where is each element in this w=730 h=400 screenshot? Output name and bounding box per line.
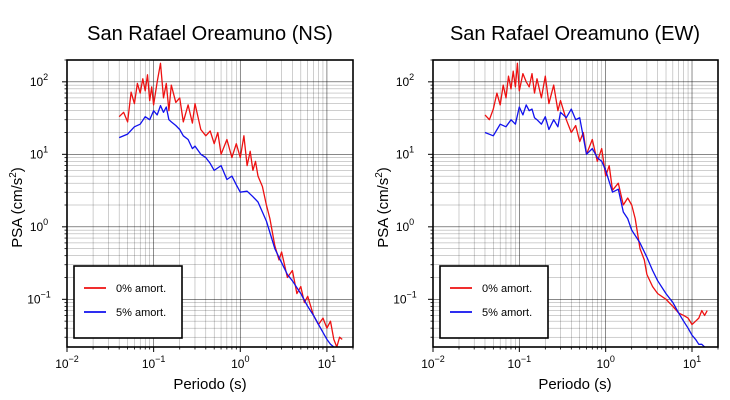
y-axis-label: PSA (cm/s2) bbox=[8, 167, 26, 248]
series-line-red bbox=[484, 62, 708, 326]
plot-frame bbox=[432, 59, 719, 348]
legend-label: 5% amort. bbox=[482, 307, 532, 319]
chart-panel-1: 10−2 10−1 100 101 10−1 100 101 102 San Rafael Or… bbox=[8, 23, 354, 393]
y-tick-label: 100 bbox=[396, 217, 414, 234]
series-group bbox=[484, 62, 708, 347]
series-line-blue bbox=[118, 104, 335, 347]
chart-title: San Rafael Oreamuno (EW) bbox=[450, 23, 700, 45]
legend: 0% amort. 5% amort. bbox=[439, 265, 549, 339]
y-tick-label: 102 bbox=[30, 72, 48, 89]
x-tick-label: 10−2 bbox=[55, 354, 79, 371]
y-tick-label: 100 bbox=[30, 217, 48, 234]
legend-box bbox=[439, 265, 549, 339]
x-tick-label: 101 bbox=[683, 354, 701, 371]
legend: 0% amort. 5% amort. bbox=[73, 265, 183, 339]
y-tick-label: 10−1 bbox=[27, 289, 51, 306]
plot-frame bbox=[66, 59, 354, 348]
x-tick-label: 100 bbox=[231, 354, 249, 371]
chart-title: San Rafael Oreamuno (NS) bbox=[87, 23, 333, 45]
x-tick-label: 100 bbox=[596, 354, 614, 371]
x-tick-label: 10−2 bbox=[421, 354, 445, 371]
series-group bbox=[118, 62, 343, 347]
y-axis-label: PSA (cm/s2) bbox=[374, 167, 392, 248]
x-tick-label: 101 bbox=[318, 354, 336, 371]
grid bbox=[67, 60, 353, 347]
legend-box bbox=[73, 265, 183, 339]
y-tick-label: 101 bbox=[396, 144, 414, 161]
legend-label: 0% amort. bbox=[116, 283, 166, 295]
y-tick-label: 10−1 bbox=[393, 289, 417, 306]
legend-label: 0% amort. bbox=[482, 283, 532, 295]
y-tick-label: 101 bbox=[30, 144, 48, 161]
x-axis-label: Periodo (s) bbox=[538, 376, 611, 393]
y-tick-label: 102 bbox=[396, 72, 414, 89]
x-tick-label: 10−1 bbox=[508, 354, 532, 371]
series-line-blue bbox=[484, 104, 706, 347]
x-tick-label: 10−1 bbox=[142, 354, 166, 371]
x-axis-label: Periodo (s) bbox=[173, 376, 246, 393]
chart-panel-2: 10−2 10−1 100 101 10−1 100 101 102 San Rafael Or… bbox=[374, 23, 719, 393]
legend-label: 5% amort. bbox=[116, 307, 166, 319]
